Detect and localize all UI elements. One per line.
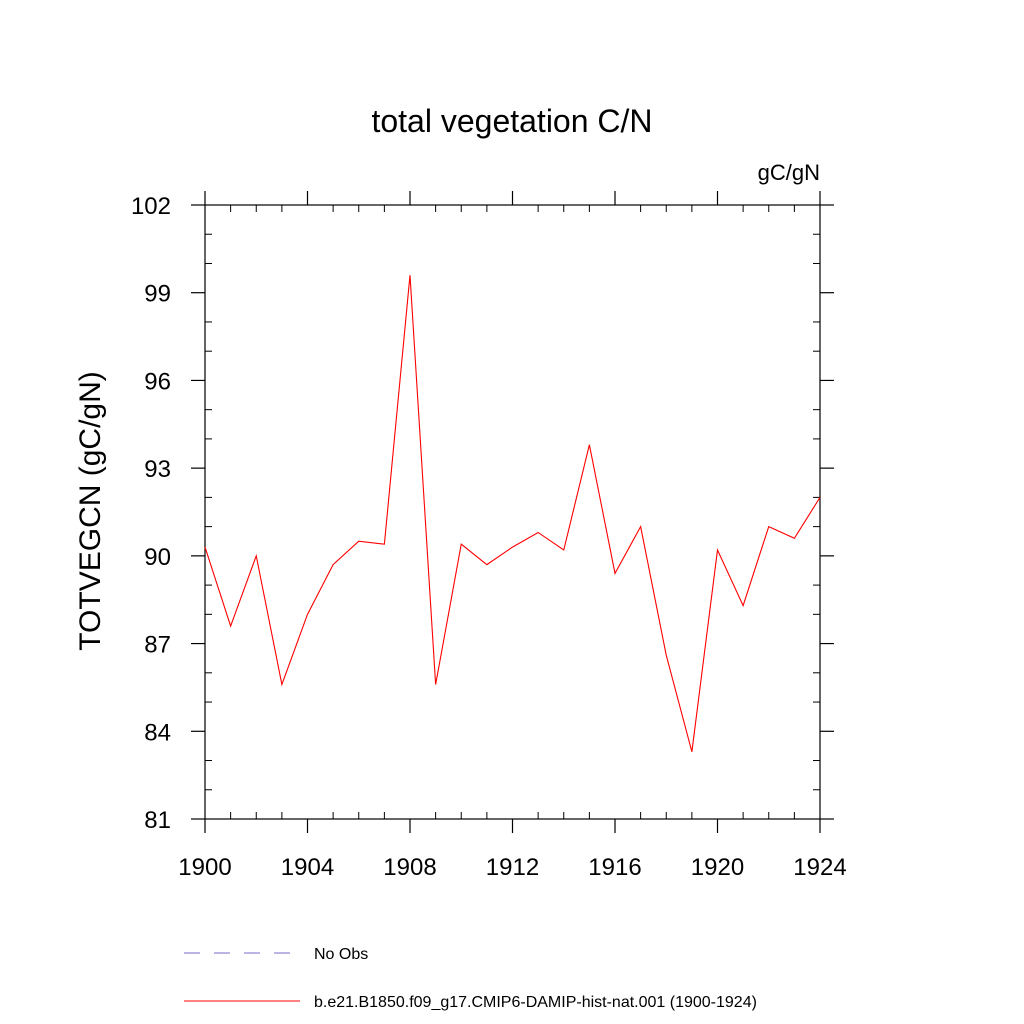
tick-labels: 1900 1904 1908 1912 1916 1920 1924 81 84 87 90 93 96…	[131, 193, 847, 881]
y-tick-label: 90	[144, 544, 171, 571]
y-tick-label: 93	[144, 456, 171, 483]
y-tick-label: 84	[144, 719, 171, 746]
y-axis-label: TOTVEGCN (gC/gN)	[74, 371, 107, 650]
series-lines	[204, 275, 821, 752]
x-tick-label: 1916	[588, 854, 641, 881]
x-tick-label: 1904	[281, 854, 334, 881]
units-label: gC/gN	[758, 160, 820, 185]
x-tick-label: 1924	[793, 854, 846, 881]
legend-label: No Obs	[314, 946, 368, 963]
minor-ticks	[205, 205, 820, 819]
legend-label: b.e21.B1850.f09_g17.CMIP6-DAMIP-hist-nat…	[314, 994, 757, 1011]
major-ticks	[191, 191, 834, 833]
x-tick-label: 1908	[383, 854, 436, 881]
y-tick-label: 81	[144, 807, 171, 834]
plot-frame	[204, 204, 821, 820]
y-tick-label: 87	[144, 632, 171, 659]
y-tick-label: 96	[144, 368, 171, 395]
legend: No Obs b.e21.B1850.f09_g17.CMIP6-DAMIP-hi…	[184, 946, 757, 1011]
y-tick-label: 102	[131, 193, 171, 220]
x-tick-label: 1912	[486, 854, 539, 881]
y-tick-label: 99	[144, 281, 171, 308]
x-tick-label: 1920	[691, 854, 744, 881]
chart-title: total vegetation C/N	[371, 103, 652, 139]
x-tick-label: 1900	[178, 854, 231, 881]
series-line	[204, 275, 821, 752]
